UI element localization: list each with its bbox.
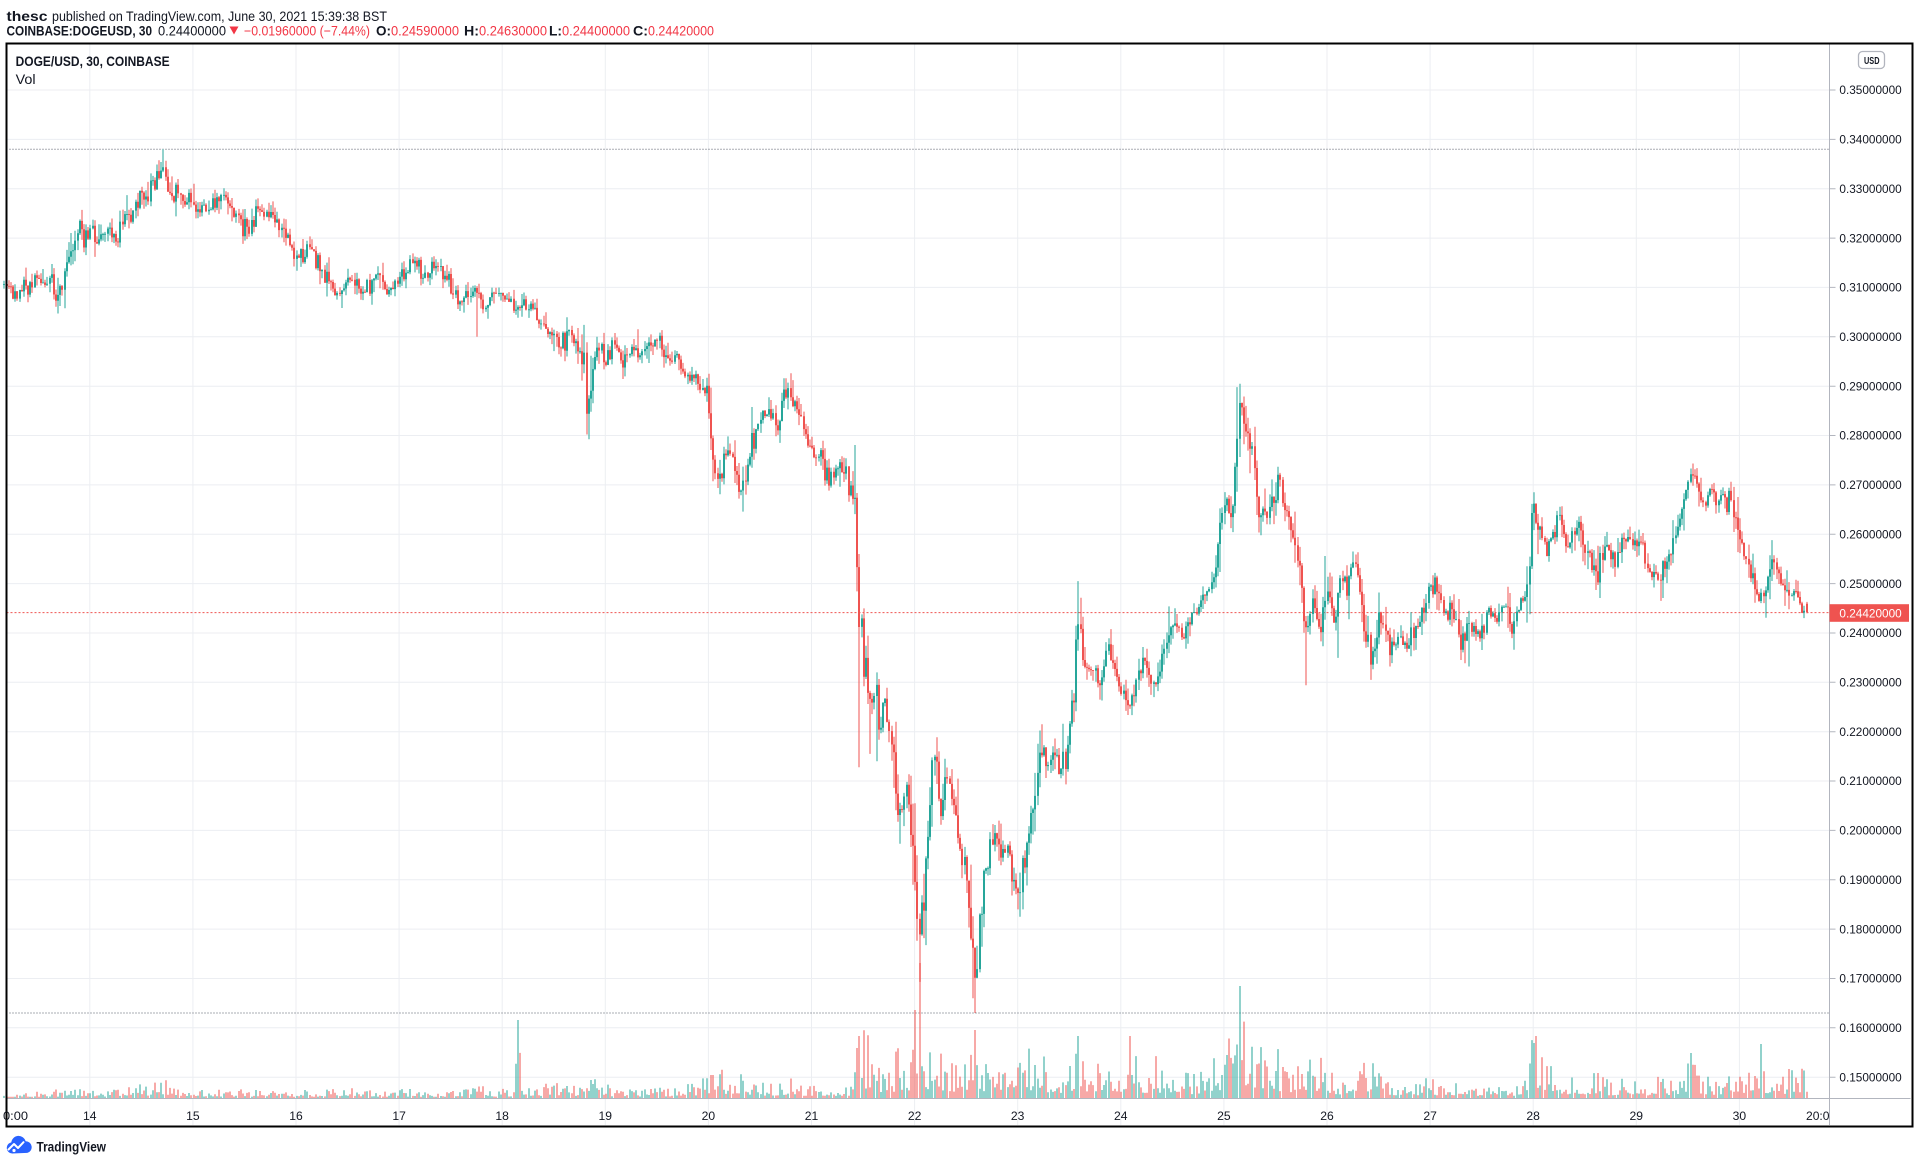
svg-text:0.24000000: 0.24000000	[1839, 626, 1902, 640]
svg-text:COINBASE:DOGEUSD, 30: COINBASE:DOGEUSD, 30	[7, 24, 153, 39]
svg-text:17: 17	[392, 1109, 406, 1123]
svg-text:15: 15	[186, 1109, 200, 1123]
svg-text:O:: O:	[376, 24, 391, 39]
svg-text:19: 19	[599, 1109, 613, 1123]
svg-text:0.15000000: 0.15000000	[1839, 1070, 1902, 1084]
svg-text:H:: H:	[464, 24, 479, 39]
svg-text:20:0: 20:0	[1806, 1109, 1830, 1123]
svg-text:22: 22	[908, 1109, 922, 1123]
svg-text:0.24420000: 0.24420000	[1839, 606, 1902, 620]
svg-text:0.24590000: 0.24590000	[391, 24, 459, 39]
svg-text:0.18000000: 0.18000000	[1839, 922, 1902, 936]
svg-text:0.24630000: 0.24630000	[479, 24, 547, 39]
svg-text:24: 24	[1114, 1109, 1128, 1123]
svg-text:L:: L:	[549, 24, 562, 39]
svg-text:0.17000000: 0.17000000	[1839, 972, 1902, 986]
svg-text:30: 30	[1733, 1109, 1747, 1123]
svg-text:0.21000000: 0.21000000	[1839, 774, 1902, 788]
svg-text:0.30000000: 0.30000000	[1839, 330, 1902, 344]
svg-text:published on TradingView.com,: published on TradingView.com, June 30, 2…	[52, 9, 387, 24]
svg-text:0:00: 0:00	[3, 1109, 28, 1123]
svg-text:0.29000000: 0.29000000	[1839, 379, 1902, 393]
svg-text:0.33000000: 0.33000000	[1839, 182, 1902, 196]
svg-text:0.32000000: 0.32000000	[1839, 231, 1902, 245]
svg-text:0.31000000: 0.31000000	[1839, 281, 1902, 295]
svg-text:0.24400000: 0.24400000	[562, 24, 630, 39]
svg-text:0.34000000: 0.34000000	[1839, 133, 1902, 147]
svg-text:Vol: Vol	[16, 71, 36, 87]
svg-text:0.22000000: 0.22000000	[1839, 725, 1902, 739]
svg-text:C:: C:	[633, 24, 648, 39]
svg-text:thesc: thesc	[7, 9, 49, 24]
svg-text:20: 20	[702, 1109, 716, 1123]
svg-text:0.28000000: 0.28000000	[1839, 429, 1902, 443]
svg-text:14: 14	[83, 1109, 97, 1123]
svg-text:TradingView: TradingView	[37, 1139, 107, 1155]
svg-text:16: 16	[289, 1109, 303, 1123]
svg-text:28: 28	[1526, 1109, 1540, 1123]
svg-text:18: 18	[495, 1109, 509, 1123]
svg-text:21: 21	[805, 1109, 819, 1123]
svg-text:0.19000000: 0.19000000	[1839, 873, 1902, 887]
svg-text:0.16000000: 0.16000000	[1839, 1021, 1902, 1035]
svg-text:23: 23	[1011, 1109, 1025, 1123]
svg-text:26: 26	[1320, 1109, 1334, 1123]
svg-text:DOGE/USD, 30, COINBASE: DOGE/USD, 30, COINBASE	[16, 53, 170, 69]
svg-text:27: 27	[1423, 1109, 1437, 1123]
svg-text:25: 25	[1217, 1109, 1231, 1123]
svg-text:0.25000000: 0.25000000	[1839, 577, 1902, 591]
svg-text:0.24400000: 0.24400000	[158, 24, 226, 39]
svg-text:0.27000000: 0.27000000	[1839, 478, 1902, 492]
svg-text:USD: USD	[1864, 55, 1880, 67]
svg-text:0.20000000: 0.20000000	[1839, 824, 1902, 838]
svg-text:0.23000000: 0.23000000	[1839, 676, 1902, 690]
svg-text:0.35000000: 0.35000000	[1839, 83, 1902, 97]
svg-text:−0.01960000 (−7.44%): −0.01960000 (−7.44%)	[244, 24, 370, 39]
svg-text:0.26000000: 0.26000000	[1839, 527, 1902, 541]
svg-text:0.24420000: 0.24420000	[648, 24, 714, 39]
svg-text:29: 29	[1630, 1109, 1644, 1123]
